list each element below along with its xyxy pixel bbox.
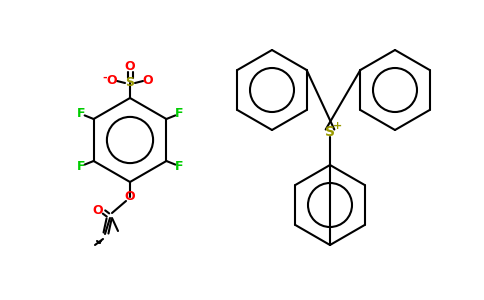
Text: +: +	[333, 121, 343, 131]
Text: S: S	[325, 125, 335, 139]
Text: F: F	[77, 160, 85, 173]
Text: -: -	[103, 73, 107, 83]
Text: O: O	[125, 61, 136, 74]
Text: F: F	[175, 160, 183, 173]
Text: O: O	[125, 190, 136, 203]
Text: O: O	[106, 74, 117, 88]
Text: S: S	[125, 76, 135, 89]
Text: O: O	[93, 205, 103, 218]
Text: O: O	[143, 74, 153, 88]
Text: F: F	[77, 107, 85, 120]
Text: F: F	[175, 107, 183, 120]
